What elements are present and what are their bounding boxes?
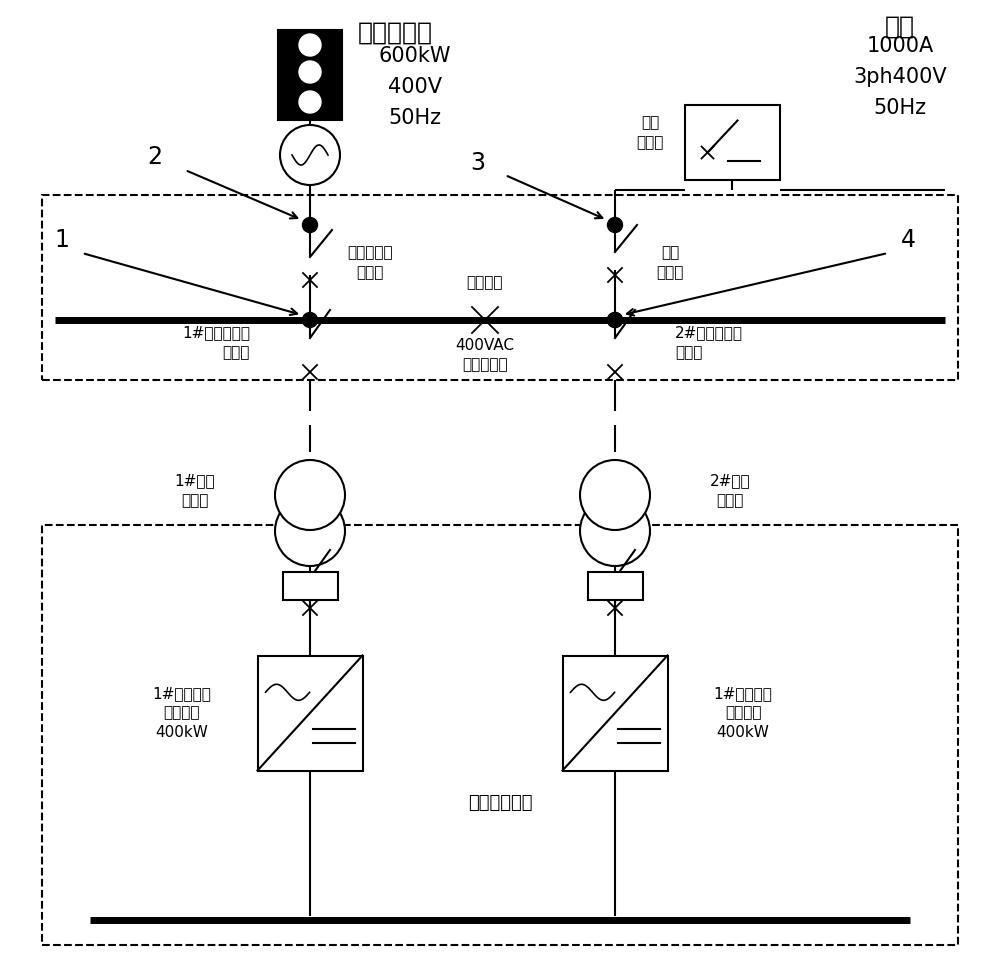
Text: SIN: SIN: [300, 579, 320, 593]
Text: 岸电
断路器: 岸电 断路器: [656, 246, 684, 281]
Circle shape: [580, 460, 650, 530]
Text: 4: 4: [900, 228, 916, 252]
Text: 岸电: 岸电: [885, 15, 915, 39]
Circle shape: [608, 313, 622, 328]
Circle shape: [299, 61, 321, 83]
Circle shape: [608, 313, 622, 328]
Bar: [258, 655, 362, 770]
Circle shape: [302, 313, 318, 328]
Bar: [562, 655, 668, 770]
Circle shape: [299, 91, 321, 113]
Circle shape: [275, 460, 345, 530]
Circle shape: [302, 217, 318, 232]
Text: 1#双向可逆
变频模块
400kW: 1#双向可逆 变频模块 400kW: [153, 685, 211, 740]
Text: 应急发电机: 应急发电机: [358, 21, 432, 45]
Text: 1#双向可逆
变频模块
400kW: 1#双向可逆 变频模块 400kW: [714, 685, 772, 740]
Text: SIN: SIN: [604, 579, 626, 593]
Circle shape: [299, 34, 321, 56]
Text: 1#日用变压器
断路器: 1#日用变压器 断路器: [182, 326, 250, 361]
Text: 1: 1: [55, 228, 69, 252]
Text: 应急发电机
断路器: 应急发电机 断路器: [347, 246, 393, 281]
Bar: [283, 572, 338, 600]
Text: 2: 2: [148, 145, 162, 169]
Bar: [42, 195, 958, 380]
Text: 直流流配电板: 直流流配电板: [468, 794, 532, 812]
Bar: [588, 572, 642, 600]
Text: 600kW
400V
50Hz: 600kW 400V 50Hz: [379, 46, 451, 128]
Text: 交流
岸电筱: 交流 岸电筱: [636, 116, 664, 150]
Text: 2#日用
变压器: 2#日用 变压器: [710, 474, 750, 508]
Circle shape: [580, 496, 650, 566]
Text: 400VAC
交流配电板: 400VAC 交流配电板: [455, 337, 514, 372]
Text: 3: 3: [471, 151, 486, 175]
Bar: [278, 30, 342, 120]
Text: 2#日用变压器
断路器: 2#日用变压器 断路器: [675, 326, 743, 361]
Text: 1#日用
变压器: 1#日用 变压器: [175, 474, 215, 508]
Bar: [42, 525, 958, 945]
Circle shape: [275, 496, 345, 566]
Circle shape: [280, 125, 340, 185]
Text: 1000A
3ph400V
50Hz: 1000A 3ph400V 50Hz: [853, 36, 947, 118]
Text: 母联开关: 母联开关: [467, 276, 503, 291]
Bar: [685, 105, 780, 180]
Circle shape: [608, 217, 622, 232]
